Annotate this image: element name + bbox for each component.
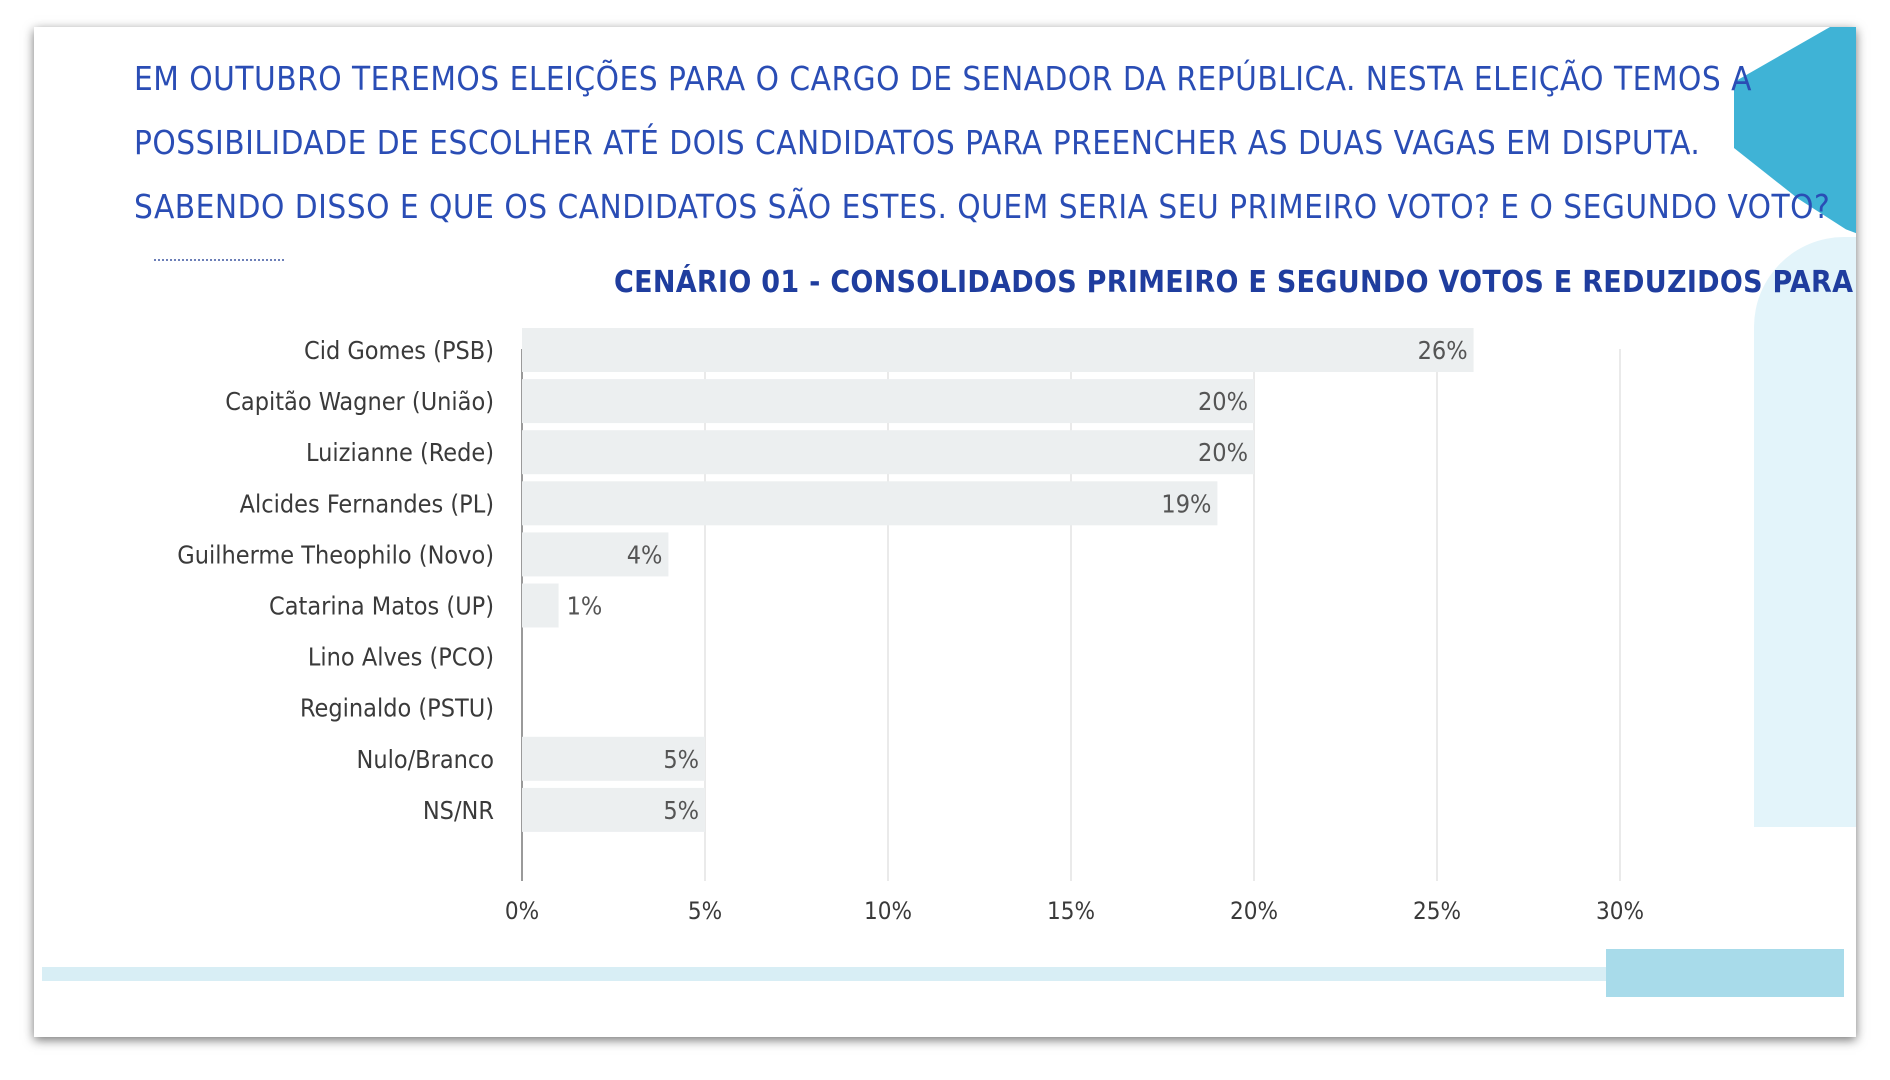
data-label: 20% <box>1198 387 1248 416</box>
decorative-right-shape <box>1754 237 1856 827</box>
question-line-3: SABENDO DISSO E QUE OS CANDIDATOS SÃO ES… <box>134 187 1831 226</box>
data-label: 20% <box>1198 438 1248 467</box>
x-tick-label: 30% <box>1596 897 1644 925</box>
category-label: Capitão Wagner (União) <box>225 387 494 416</box>
labels: 0% 5% 10% 15% 20% 25% 30% Cid Gomes (PSB) 26% Cap… <box>177 336 1644 925</box>
category-label: Luizianne (Rede) <box>306 438 494 467</box>
bar <box>522 583 559 628</box>
bar <box>522 532 669 577</box>
data-label: 26% <box>1418 336 1468 365</box>
bar <box>522 787 705 832</box>
bar <box>522 481 1218 526</box>
x-tick-label: 25% <box>1413 897 1461 925</box>
category-label: NS/NR <box>423 796 494 825</box>
x-tick-label: 10% <box>864 897 912 925</box>
bar <box>522 379 1254 424</box>
x-tick-label: 20% <box>1230 897 1278 925</box>
data-label: 4% <box>627 540 663 569</box>
bar <box>522 736 705 781</box>
x-tick-label: 5% <box>688 897 722 925</box>
slide: EM OUTUBRO TEREMOS ELEIÇÕES PARA O CARGO… <box>34 27 1856 1037</box>
bars <box>522 328 1474 832</box>
x-tick-label: 0% <box>505 897 539 925</box>
bar-chart: 0% 5% 10% 15% 20% 25% 30% Cid Gomes (PSB) 26% Cap… <box>177 328 1644 925</box>
bar <box>522 430 1254 475</box>
decorative-bottom-block <box>1606 949 1844 997</box>
survey-question: EM OUTUBRO TEREMOS ELEIÇÕES PARA O CARGO… <box>134 47 1831 239</box>
x-tick-label: 15% <box>1047 897 1095 925</box>
decorative-dotted-line <box>154 259 284 261</box>
bar <box>522 328 1474 372</box>
category-label: Cid Gomes (PSB) <box>304 336 494 365</box>
category-label: Catarina Matos (UP) <box>269 592 494 621</box>
category-label: Alcides Fernandes (PL) <box>240 489 494 518</box>
question-line-1: EM OUTUBRO TEREMOS ELEIÇÕES PARA O CARGO… <box>134 59 1752 98</box>
data-label: 19% <box>1161 489 1211 518</box>
decorative-bottom-line <box>42 967 1756 981</box>
data-label: 5% <box>663 745 699 774</box>
category-label: Nulo/Branco <box>357 745 495 774</box>
data-label: 1% <box>567 592 603 621</box>
category-label: Reginaldo (PSTU) <box>300 694 494 723</box>
data-label: 5% <box>663 796 699 825</box>
category-label: Lino Alves (PCO) <box>308 643 494 672</box>
category-label: Guilherme Theophilo (Novo) <box>177 540 494 569</box>
question-line-2: POSSIBILIDADE DE ESCOLHER ATÉ DOIS CANDI… <box>134 123 1701 162</box>
